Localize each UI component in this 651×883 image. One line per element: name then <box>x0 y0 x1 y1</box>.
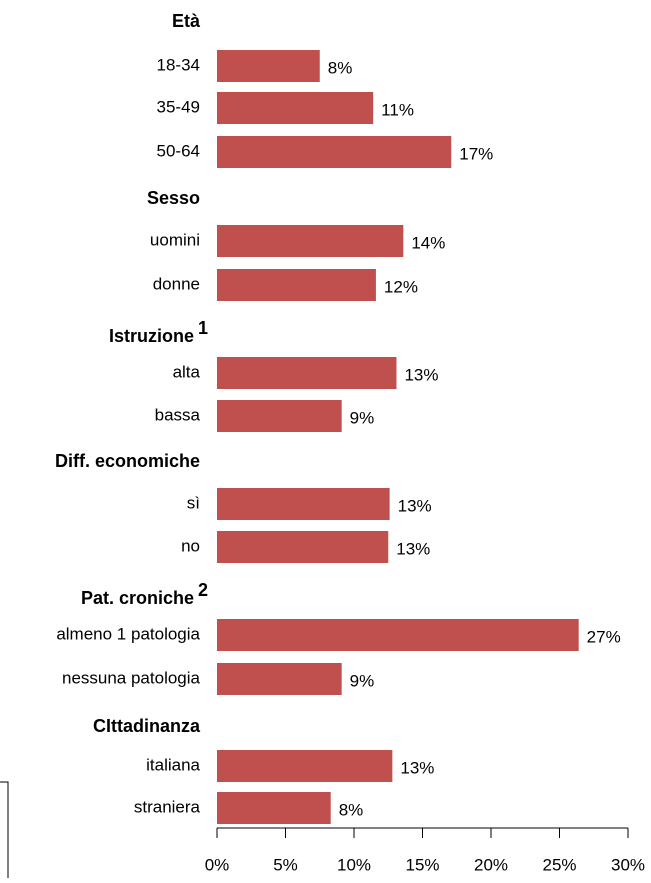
group-title: Istruzione 1 <box>109 318 208 346</box>
group-title: Diff. economiche <box>55 451 200 471</box>
frame-edge <box>0 781 9 878</box>
bar <box>217 92 374 124</box>
bar <box>217 357 397 389</box>
value-label: 13% <box>404 365 438 384</box>
footnote-mark: 2 <box>198 580 208 600</box>
bar <box>217 792 331 824</box>
category-label: almeno 1 patologia <box>56 624 200 643</box>
value-label: 9% <box>350 408 375 427</box>
category-label: straniera <box>134 797 201 816</box>
category-label: 50-64 <box>157 141 200 160</box>
bar <box>217 750 393 782</box>
value-label: 13% <box>400 758 434 777</box>
category-label: nessuna patologia <box>62 668 201 687</box>
group-title: Sesso <box>147 188 200 208</box>
group-title-text: Età <box>172 11 201 31</box>
category-label: alta <box>173 362 201 381</box>
category-label: 35-49 <box>157 97 200 116</box>
bar <box>217 50 320 82</box>
bar <box>217 619 579 651</box>
category-label: no <box>181 536 200 555</box>
group-title-text: CIttadinanza <box>93 716 201 736</box>
value-label: 17% <box>459 144 493 163</box>
group-title-text: Istruzione <box>109 326 194 346</box>
category-label: italiana <box>146 755 200 774</box>
category-label: 18-34 <box>157 55 200 74</box>
bar <box>217 400 342 432</box>
category-label: uomini <box>150 230 200 249</box>
x-tick-label: 20% <box>474 855 508 874</box>
footnote-mark: 1 <box>198 318 208 338</box>
bar <box>217 663 342 695</box>
value-label: 11% <box>381 100 414 119</box>
x-tick-label: 0% <box>205 855 230 874</box>
bar <box>217 136 452 168</box>
group-title: CIttadinanza <box>93 716 201 736</box>
group-title: Pat. croniche 2 <box>81 580 208 608</box>
x-tick-label: 10% <box>337 855 371 874</box>
x-tick-label: 5% <box>273 855 298 874</box>
bar <box>217 269 376 301</box>
group-title: Età <box>172 11 201 31</box>
bar <box>217 225 404 257</box>
value-label: 13% <box>396 539 430 558</box>
x-tick-label: 30% <box>611 855 645 874</box>
category-label: bassa <box>155 405 201 424</box>
value-label: 14% <box>411 233 445 252</box>
x-tick-label: 25% <box>542 855 576 874</box>
bar <box>217 488 390 520</box>
value-label: 27% <box>587 627 621 646</box>
value-label: 8% <box>328 58 353 77</box>
group-title-text: Diff. economiche <box>55 451 200 471</box>
category-label: donne <box>153 274 200 293</box>
category-label: sì <box>187 493 200 512</box>
group-title-text: Pat. croniche <box>81 588 194 608</box>
x-tick-label: 15% <box>405 855 439 874</box>
bar <box>217 531 389 563</box>
value-label: 13% <box>398 496 432 515</box>
value-label: 8% <box>339 800 364 819</box>
value-label: 12% <box>384 277 418 296</box>
value-label: 9% <box>350 671 375 690</box>
group-title-text: Sesso <box>147 188 200 208</box>
